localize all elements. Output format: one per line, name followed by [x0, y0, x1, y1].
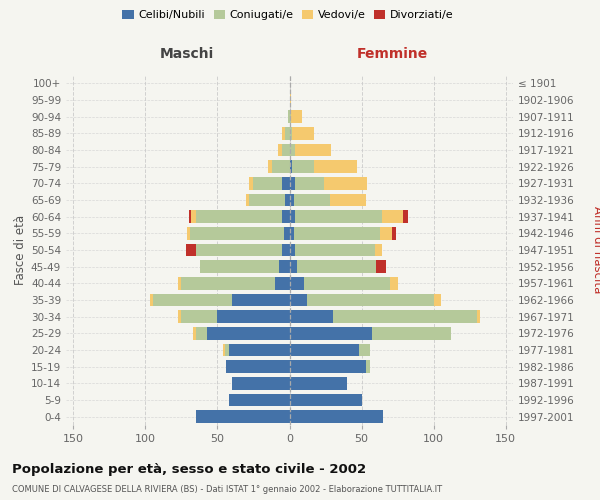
Bar: [295, 144, 331, 156]
Bar: [185, 244, 196, 256]
Bar: [178, 277, 181, 289]
Bar: [324, 177, 367, 190]
Bar: [196, 244, 282, 256]
Bar: [294, 194, 330, 206]
Bar: [187, 227, 190, 239]
Bar: [268, 160, 272, 173]
Bar: [290, 244, 295, 256]
Bar: [294, 227, 380, 239]
Bar: [333, 310, 477, 323]
Bar: [282, 210, 290, 223]
Bar: [290, 410, 383, 423]
Bar: [292, 127, 314, 140]
Bar: [359, 344, 370, 356]
Bar: [374, 244, 382, 256]
Bar: [280, 260, 290, 273]
Bar: [284, 227, 290, 239]
Bar: [285, 194, 290, 206]
Bar: [291, 110, 302, 123]
Bar: [382, 210, 403, 223]
Bar: [282, 177, 290, 190]
Bar: [229, 394, 290, 406]
Y-axis label: Anni di nascita: Anni di nascita: [591, 206, 600, 294]
Text: Femmine: Femmine: [356, 47, 428, 61]
Bar: [272, 160, 290, 173]
Bar: [403, 210, 408, 223]
Bar: [278, 144, 282, 156]
Bar: [181, 277, 275, 289]
Bar: [152, 294, 232, 306]
Bar: [290, 94, 291, 106]
Bar: [295, 210, 382, 223]
Text: Popolazione per età, sesso e stato civile - 2002: Popolazione per età, sesso e stato civil…: [12, 462, 366, 475]
Bar: [304, 277, 391, 289]
Bar: [208, 327, 290, 340]
Bar: [200, 260, 280, 273]
Bar: [178, 310, 181, 323]
Bar: [290, 144, 295, 156]
Bar: [190, 227, 284, 239]
Bar: [290, 260, 297, 273]
Bar: [232, 294, 290, 306]
Bar: [282, 144, 290, 156]
Bar: [290, 194, 294, 206]
Bar: [246, 194, 249, 206]
Bar: [196, 410, 290, 423]
Bar: [290, 394, 362, 406]
Bar: [290, 160, 292, 173]
Bar: [477, 310, 480, 323]
Bar: [290, 127, 292, 140]
Bar: [391, 277, 398, 289]
Bar: [290, 344, 359, 356]
Bar: [188, 210, 191, 223]
Bar: [366, 360, 370, 373]
Bar: [223, 344, 224, 356]
Bar: [232, 377, 290, 390]
Bar: [275, 277, 290, 289]
Text: COMUNE DI CALVAGESE DELLA RIVIERA (BS) - Dati ISTAT 1° gennaio 2002 - Elaborazio: COMUNE DI CALVAGESE DELLA RIVIERA (BS) -…: [12, 485, 442, 494]
Bar: [288, 110, 290, 123]
Bar: [196, 327, 208, 340]
Bar: [376, 260, 386, 273]
Bar: [290, 177, 295, 190]
Bar: [290, 294, 307, 306]
Bar: [149, 294, 152, 306]
Bar: [285, 127, 290, 140]
Bar: [290, 227, 294, 239]
Bar: [224, 344, 229, 356]
Bar: [181, 310, 217, 323]
Bar: [226, 360, 290, 373]
Bar: [290, 277, 304, 289]
Bar: [290, 377, 347, 390]
Bar: [290, 360, 366, 373]
Legend: Celibi/Nubili, Coniugati/e, Vedovi/e, Divorziati/e: Celibi/Nubili, Coniugati/e, Vedovi/e, Di…: [118, 6, 458, 25]
Bar: [292, 160, 314, 173]
Bar: [191, 210, 196, 223]
Bar: [282, 127, 285, 140]
Bar: [290, 310, 333, 323]
Text: Maschi: Maschi: [160, 47, 214, 61]
Bar: [193, 327, 196, 340]
Y-axis label: Fasce di età: Fasce di età: [14, 215, 27, 285]
Bar: [371, 327, 451, 340]
Bar: [297, 260, 376, 273]
Bar: [380, 227, 392, 239]
Bar: [434, 294, 441, 306]
Bar: [249, 194, 285, 206]
Bar: [330, 194, 366, 206]
Bar: [392, 227, 396, 239]
Bar: [314, 160, 357, 173]
Bar: [217, 310, 290, 323]
Bar: [295, 177, 324, 190]
Bar: [282, 244, 290, 256]
Bar: [290, 210, 295, 223]
Bar: [229, 344, 290, 356]
Bar: [253, 177, 282, 190]
Bar: [290, 327, 371, 340]
Bar: [295, 244, 374, 256]
Bar: [196, 210, 282, 223]
Bar: [290, 110, 291, 123]
Bar: [249, 177, 253, 190]
Bar: [307, 294, 434, 306]
